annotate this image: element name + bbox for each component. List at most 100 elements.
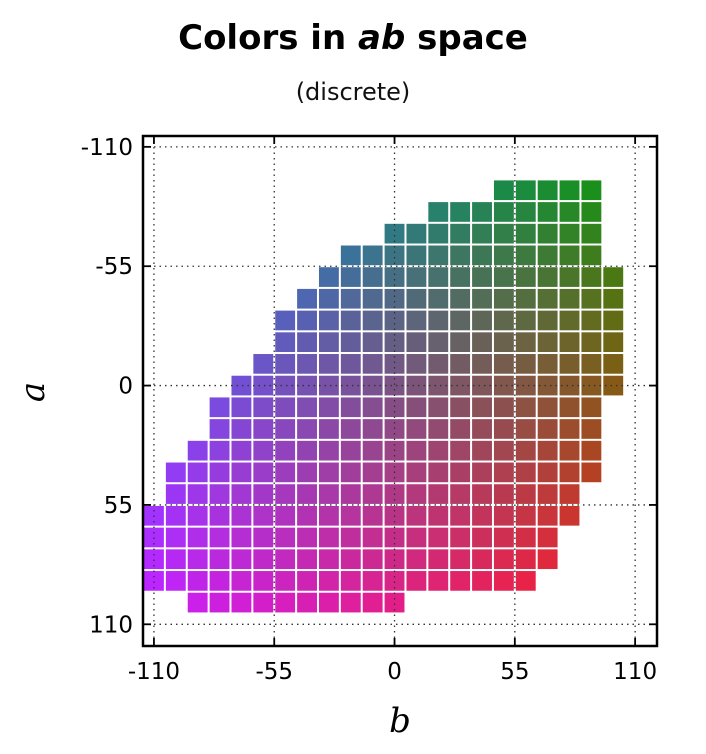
color-cell: [318, 288, 339, 309]
color-cell: [472, 440, 492, 461]
color-cell: [472, 267, 492, 287]
color-cell: [297, 527, 317, 548]
color-cell: [406, 332, 427, 353]
x-axis-label: b: [389, 701, 411, 741]
color-cell: [253, 549, 274, 570]
x-tick-label: 0: [387, 659, 402, 685]
color-cell: [209, 462, 230, 483]
color-cell: [428, 245, 449, 266]
color-cell: [209, 440, 230, 461]
color-cell: [253, 397, 274, 418]
color-cell: [318, 549, 339, 570]
color-cell: [362, 505, 383, 526]
color-cell: [187, 462, 208, 483]
color-cell: [275, 354, 296, 374]
color-cell: [450, 571, 471, 591]
color-cell: [318, 354, 339, 374]
color-cell: [297, 375, 317, 396]
color-cell: [581, 462, 602, 483]
x-tick-label: 55: [500, 659, 529, 685]
color-cell: [231, 592, 252, 613]
color-cell: [559, 202, 580, 222]
color-cell: [340, 505, 361, 526]
color-cell: [297, 549, 317, 570]
color-cell: [209, 397, 230, 418]
color-cell: [406, 549, 427, 570]
color-cell: [537, 310, 558, 331]
color-cell: [318, 397, 339, 418]
color-cell: [472, 549, 492, 570]
color-cell: [450, 505, 471, 526]
color-cell: [362, 288, 383, 309]
color-cell: [472, 288, 492, 309]
color-cell: [581, 223, 602, 244]
color-cell: [537, 202, 558, 222]
color-cell: [559, 354, 580, 374]
color-cell: [515, 419, 536, 439]
color-cell: [253, 484, 274, 504]
color-cell: [472, 419, 492, 439]
color-cell: [406, 375, 427, 396]
color-cell: [537, 288, 558, 309]
color-cell: [406, 245, 427, 266]
color-cell: [450, 202, 471, 222]
color-cell: [428, 288, 449, 309]
color-cell: [581, 397, 602, 418]
color-cell: [428, 310, 449, 331]
color-cell: [472, 202, 492, 222]
y-axis-label: a: [13, 382, 53, 402]
color-cell: [384, 571, 405, 591]
color-cell: [537, 484, 558, 504]
color-cell: [515, 484, 536, 504]
color-cell: [428, 462, 449, 483]
color-cell: [450, 484, 471, 504]
color-cell: [297, 592, 317, 613]
color-cell: [340, 440, 361, 461]
color-cell: [231, 375, 252, 396]
color-cell: [340, 462, 361, 483]
color-cell: [515, 505, 536, 526]
color-cell: [581, 354, 602, 374]
color-cell: [340, 354, 361, 374]
color-cell: [165, 571, 186, 591]
color-cell: [515, 440, 536, 461]
color-cell: [537, 440, 558, 461]
color-cell: [472, 354, 492, 374]
color-cell: [406, 505, 427, 526]
color-cell: [340, 267, 361, 287]
color-cell: [406, 354, 427, 374]
color-cell: [450, 440, 471, 461]
color-cell: [362, 397, 383, 418]
color-cell: [559, 310, 580, 331]
color-cell: [559, 462, 580, 483]
color-cell: [581, 180, 602, 201]
color-cell: [450, 527, 471, 548]
color-cell: [231, 527, 252, 548]
color-cell: [165, 484, 186, 504]
color-cell: [297, 397, 317, 418]
color-cell: [515, 245, 536, 266]
color-cell: [209, 571, 230, 591]
color-cell: [187, 505, 208, 526]
color-cell: [231, 571, 252, 591]
color-cell: [537, 354, 558, 374]
color-cell: [406, 223, 427, 244]
color-cell: [581, 310, 602, 331]
color-cell: [515, 462, 536, 483]
color-cell: [253, 462, 274, 483]
color-cell: [493, 440, 514, 461]
color-cell: [493, 375, 514, 396]
color-cell: [493, 419, 514, 439]
color-cell: [603, 375, 624, 396]
color-cell: [318, 310, 339, 331]
y-tick-label: 110: [89, 612, 133, 638]
color-cell: [493, 397, 514, 418]
color-cell: [472, 310, 492, 331]
color-cell: [493, 202, 514, 222]
color-cell: [450, 310, 471, 331]
color-cell: [297, 354, 317, 374]
color-cell: [275, 592, 296, 613]
color-cell: [384, 332, 405, 353]
color-cell: [537, 267, 558, 287]
color-cell: [515, 223, 536, 244]
